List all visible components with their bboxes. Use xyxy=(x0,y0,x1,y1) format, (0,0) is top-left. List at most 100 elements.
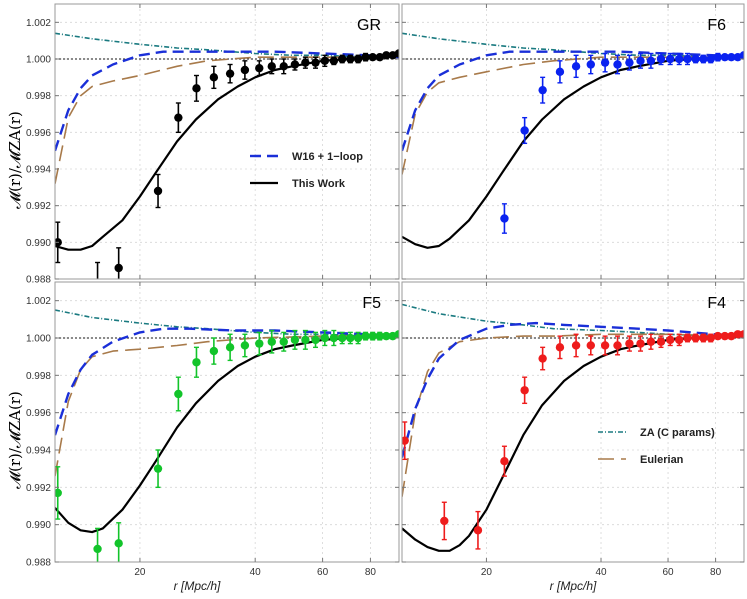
marker xyxy=(636,56,645,66)
panel-background xyxy=(55,282,399,562)
data-point xyxy=(209,65,219,90)
y-tick-label: 0.996 xyxy=(26,408,51,419)
data-point xyxy=(114,522,123,562)
marker xyxy=(727,52,736,62)
data-point xyxy=(301,329,310,350)
data-point xyxy=(279,331,288,352)
marker xyxy=(440,516,449,526)
data-point xyxy=(240,60,250,80)
marker xyxy=(267,337,276,346)
marker xyxy=(636,339,645,348)
y-tick-label: 0.994 xyxy=(26,446,51,457)
data-point xyxy=(368,52,377,62)
data-point xyxy=(153,449,163,489)
data-point xyxy=(95,261,101,279)
data-point xyxy=(571,333,581,358)
y-tick-label: 0.998 xyxy=(26,91,51,102)
marker xyxy=(311,335,320,345)
data-point xyxy=(733,330,742,339)
panel-title: F6 xyxy=(707,17,726,34)
marker xyxy=(337,333,347,343)
marker xyxy=(346,333,355,343)
marker xyxy=(346,54,355,64)
plot-area xyxy=(55,309,399,562)
data-point xyxy=(713,52,723,62)
curve-eulerian xyxy=(402,333,744,497)
x-tick-label: 20 xyxy=(481,567,493,578)
marker xyxy=(646,337,656,346)
data-point xyxy=(361,331,370,341)
data-point xyxy=(600,335,610,356)
marker xyxy=(279,62,288,71)
marker xyxy=(382,51,391,60)
data-point xyxy=(656,335,666,349)
x-tick-label: 40 xyxy=(595,567,607,578)
data-point xyxy=(320,54,329,68)
panel-background xyxy=(402,4,744,279)
y-tick-label: 0.988 xyxy=(26,275,51,286)
marker xyxy=(240,341,250,350)
data-point xyxy=(311,331,320,349)
data-point xyxy=(500,203,509,234)
data-point xyxy=(225,63,235,84)
data-point xyxy=(382,331,391,341)
data-point xyxy=(353,54,363,64)
marker xyxy=(114,539,123,548)
marker xyxy=(571,341,581,350)
marker xyxy=(613,60,622,69)
panel-frame xyxy=(54,3,400,280)
data-point xyxy=(375,52,384,62)
x-tick-label: 60 xyxy=(317,567,329,578)
panel-frame xyxy=(54,281,400,563)
marker xyxy=(739,51,744,60)
y-tick-label: 0.996 xyxy=(26,128,51,139)
panel-title: F5 xyxy=(362,295,381,312)
data-point xyxy=(267,58,276,75)
y-tick-label: 0.994 xyxy=(26,165,51,176)
data-point xyxy=(320,329,329,347)
marker xyxy=(520,126,529,135)
data-point xyxy=(255,331,264,356)
y-tick-label: 0.990 xyxy=(26,238,51,249)
plot-area xyxy=(402,303,744,552)
panel-title: F4 xyxy=(707,295,726,312)
marker xyxy=(739,330,744,339)
y-axis-label: 𝓜(r)/𝓜ZA(r) xyxy=(6,111,24,209)
legend-label: Eulerian xyxy=(640,454,684,466)
marker xyxy=(613,341,622,350)
y-tick-label: 0.992 xyxy=(26,201,51,212)
marker xyxy=(555,67,565,77)
data-point xyxy=(192,346,201,378)
data-point xyxy=(675,52,684,66)
data-point xyxy=(613,335,622,356)
marker xyxy=(114,263,123,273)
marker xyxy=(375,331,384,341)
marker xyxy=(368,52,377,62)
marker xyxy=(656,337,666,346)
marker xyxy=(301,335,310,345)
data-point xyxy=(255,60,264,77)
marker xyxy=(368,331,377,341)
marker xyxy=(600,341,610,350)
panel-frame xyxy=(401,3,745,280)
marker xyxy=(55,488,62,498)
data-point xyxy=(153,173,163,209)
data-point xyxy=(192,74,201,102)
data-point xyxy=(675,333,684,347)
y-tick-label: 1.002 xyxy=(26,18,51,29)
marker xyxy=(382,331,391,341)
data-point xyxy=(225,333,235,362)
marker xyxy=(538,354,547,363)
data-point xyxy=(720,331,730,341)
marker xyxy=(473,526,483,535)
panel-f6: F6 xyxy=(401,3,745,280)
marker xyxy=(713,52,723,62)
y-tick-label: 0.998 xyxy=(26,371,51,382)
y-tick-label: 0.988 xyxy=(26,558,51,569)
marker xyxy=(290,335,300,345)
x-tick-label: 80 xyxy=(710,567,722,578)
marker xyxy=(706,333,715,343)
marker xyxy=(683,333,692,343)
data-point xyxy=(625,335,634,352)
